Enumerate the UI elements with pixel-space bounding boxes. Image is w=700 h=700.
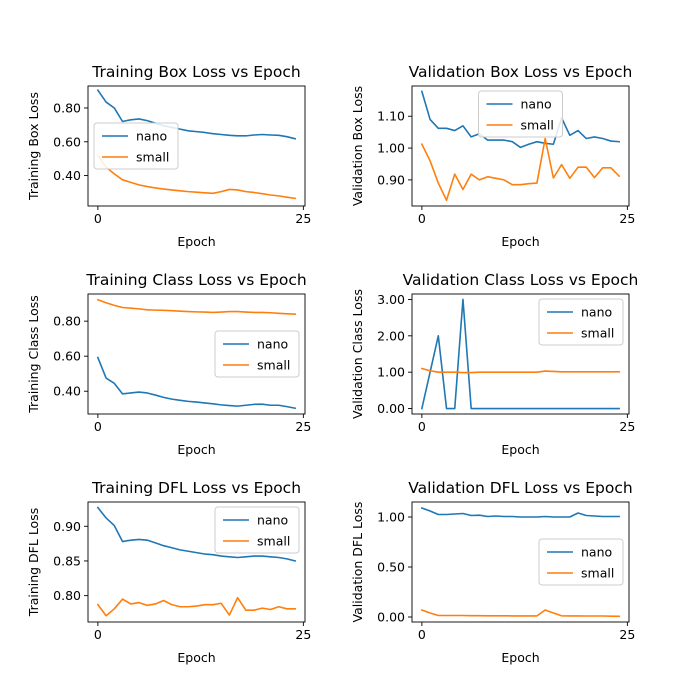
y-tick-label: 3.00 [377,292,405,307]
legend-label-small: small [257,534,290,549]
y-axis-label: Validation DFL Loss [350,502,365,623]
y-axis-label: Validation Box Loss [350,86,365,206]
y-tick-label: 0.50 [377,560,405,575]
y-tick-label: 0.85 [53,553,81,568]
series-line-small [96,298,296,315]
chart-title: Training DFL Loss vs Epoch [91,479,301,497]
legend: nano small [538,538,624,586]
series-line-small [420,608,620,618]
subplot-3: 0 25 0.40 0.60 0.80 Training Class Loss vs Ep… [26,271,311,457]
x-tick-label: 25 [295,211,311,226]
y-tick-label: 0.00 [377,401,405,416]
y-tick-label: 1.00 [377,141,405,156]
y-tick-label: 0.80 [53,588,81,603]
x-axis-label: Epoch [501,442,539,457]
y-tick-label: 0.40 [53,384,81,399]
legend-label-nano: nano [136,129,167,144]
legend-label-small: small [136,150,169,165]
x-tick-label: 25 [295,627,311,642]
y-tick-label: 0.90 [53,519,81,534]
y-axis-label: Training Box Loss [26,92,41,201]
legend-label-nano: nano [581,305,612,320]
y-tick-label: 1.00 [377,510,405,525]
chart-title: Validation Box Loss vs Epoch [409,63,633,81]
series-line-nano [420,298,620,410]
x-axis-label: Epoch [177,650,215,665]
chart-title: Training Box Loss vs Epoch [91,63,300,81]
legend-label-nano: nano [521,97,552,112]
legend-label-nano: nano [257,513,288,528]
x-tick-label: 0 [418,419,426,434]
axes-frame [411,293,630,415]
x-axis-label: Epoch [177,234,215,249]
y-tick-label: 0.90 [377,172,405,187]
y-tick-label: 0.80 [53,100,81,115]
series-line-small [96,596,296,617]
legend: nano small [214,506,300,554]
series-line-small [96,154,297,200]
axes-frame [411,501,630,623]
legend-label-small: small [521,118,554,133]
legend-label-nano: nano [581,545,612,560]
x-tick-label: 0 [94,419,102,434]
y-tick-label: 0.60 [53,349,81,364]
legend: nano small [478,90,563,138]
x-tick-label: 0 [418,627,426,642]
y-tick-label: 0.60 [53,134,81,149]
series-line-small [420,137,621,202]
legend-label-small: small [581,566,614,581]
axes-frame [87,501,306,623]
legend: nano small [538,298,624,346]
series-line-nano [420,90,620,149]
x-tick-label: 0 [94,211,102,226]
axes-frame [411,85,630,207]
legend-label-small: small [257,358,290,373]
y-tick-label: 1.00 [377,365,405,380]
series-line-nano [96,356,297,410]
legend: nano small [214,330,300,378]
x-tick-label: 25 [619,211,635,226]
y-tick-label: 2.00 [377,328,405,343]
chart-title: Validation DFL Loss vs Epoch [408,479,632,497]
axes-frame [87,85,306,207]
series-line-small [420,367,620,374]
x-tick-label: 25 [619,627,635,642]
x-axis-label: Epoch [501,234,539,249]
series-line-nano [420,506,620,518]
legend-label-small: small [581,326,614,341]
series-line-nano [96,89,297,140]
y-tick-label: 0.80 [53,314,81,329]
y-axis-label: Training DFL Loss [26,508,41,617]
x-tick-label: 25 [295,419,311,434]
axes-frame [87,293,306,415]
x-axis-label: Epoch [177,442,215,457]
y-tick-label: 0.00 [377,610,405,625]
legend: nano small [93,122,179,170]
y-axis-label: Training Class Loss [26,295,41,414]
chart-title: Validation Class Loss vs Epoch [403,271,639,289]
y-tick-label: 1.10 [377,109,405,124]
series-line-nano [96,506,297,562]
y-tick-label: 0.40 [53,168,81,183]
subplot-1: 0 25 0.40 0.60 0.80 Training Box Loss vs Epoc… [26,63,311,249]
x-tick-label: 25 [619,419,635,434]
x-axis-label: Epoch [501,650,539,665]
subplot-2: 0 25 0.90 1.00 1.10 Validation Box Loss vs Ep… [350,63,635,249]
x-tick-label: 0 [94,627,102,642]
chart-title: Training Class Loss vs Epoch [85,271,306,289]
legend-label-nano: nano [257,337,288,352]
subplot-4: 0 25 0.00 1.00 2.00 3.00 Validation Class Loss… [350,271,638,457]
y-axis-label: Validation Class Loss [350,289,365,419]
subplot-5: 0 25 0.80 0.85 0.90 Training DFL Loss vs Epoc… [26,479,311,665]
x-tick-label: 0 [418,211,426,226]
